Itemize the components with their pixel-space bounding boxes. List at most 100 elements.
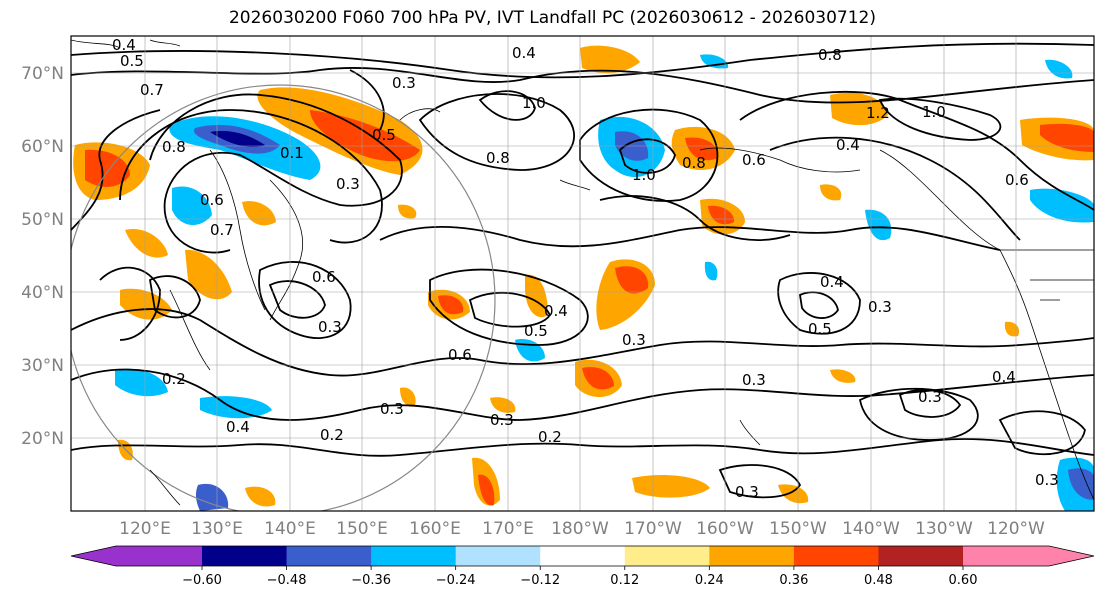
lat-label: 70°N: [21, 64, 64, 84]
contour-label: 0.8: [818, 46, 842, 64]
contour-label: 1.0: [522, 94, 546, 112]
anomaly-positive: [778, 484, 809, 504]
colorbar-segment: [963, 546, 1094, 566]
lon-label: 140°E: [264, 519, 316, 539]
contour-line: [119, 109, 383, 244]
contour-label: 0.4: [112, 36, 136, 54]
contour-line: [268, 280, 326, 319]
contour-line: [379, 225, 1001, 251]
contour-label: 0.8: [682, 154, 706, 172]
anomaly-positive: [685, 137, 719, 161]
contour-label: 0.2: [538, 428, 562, 446]
contour-label: 0.5: [808, 320, 832, 338]
contour-label: 0.3: [490, 411, 514, 429]
lon-label: 150°E: [336, 519, 388, 539]
colorbar-tick-label: 0.12: [610, 573, 639, 588]
anomaly-positive: [1004, 321, 1020, 337]
contour-label: 0.3: [1035, 471, 1059, 489]
colorbar-segment: [624, 546, 710, 566]
anomaly-positive: [438, 295, 464, 315]
colorbar-segment: [709, 546, 795, 566]
lon-label: 140°W: [842, 519, 900, 539]
anomaly-negative: [704, 261, 718, 281]
contour-label: 0.3: [918, 388, 942, 406]
anomaly-positive: [632, 475, 710, 498]
anomaly-positive: [398, 204, 417, 219]
map-border: [70, 35, 1095, 512]
colorbar-tick-label: −0.24: [436, 573, 476, 588]
anomaly-positive: [85, 149, 130, 187]
colorbar-segment: [540, 546, 626, 566]
anomaly-positive: [708, 205, 735, 225]
contour-line: [579, 108, 719, 202]
lon-label: 170°W: [624, 519, 682, 539]
anomaly-positive: [1040, 123, 1094, 152]
anomaly-positive: [185, 249, 232, 300]
colorbar-outline: [70, 545, 1095, 567]
anomaly-negative: [210, 130, 265, 147]
contour-label: 1.2: [866, 104, 890, 122]
contour-label: 0.6: [1005, 171, 1029, 189]
anomaly-positive: [400, 387, 416, 406]
contour-label: 0.5: [524, 322, 548, 340]
lon-label: 180°W: [551, 519, 609, 539]
anomaly-negative: [1030, 188, 1094, 223]
contour-label: 0.3: [380, 400, 404, 418]
contour-label: 0.8: [162, 138, 186, 156]
contour-label: 0.8: [486, 149, 510, 167]
lat-lon-grid: [71, 36, 1094, 511]
contour-label: 0.7: [140, 81, 164, 99]
lon-label: 150°W: [769, 519, 827, 539]
colorbar-tick-label: 0.24: [695, 573, 724, 588]
colorbar-tick-label: −0.12: [520, 573, 560, 588]
contour-label: 0.3: [622, 331, 646, 349]
contour-line: [878, 97, 1002, 141]
colorbar-tick-label: −0.60: [182, 573, 222, 588]
contour-label: 0.3: [336, 175, 360, 193]
anomaly-positive: [245, 486, 276, 507]
lat-label: 30°N: [21, 356, 64, 376]
contour-label: 0.6: [448, 346, 472, 364]
contour-label: 0.4: [226, 418, 250, 436]
anomaly-negative: [115, 368, 168, 397]
contour-label: 0.4: [992, 368, 1016, 386]
colorbar-segment: [202, 546, 288, 566]
colorbar-tick-label: −0.48: [267, 573, 307, 588]
colorbar-segment: [455, 546, 541, 566]
contour-label: 0.6: [742, 151, 766, 169]
contour-label: 0.3: [742, 371, 766, 389]
contour-line: [149, 275, 201, 319]
contour-line: [71, 109, 161, 231]
colorbar-segment: [286, 546, 372, 566]
contour-line: [478, 90, 536, 121]
contour-label: 0.5: [372, 126, 396, 144]
longitude-labels: 120°E 130°E 140°E 150°E 160°E 170°E 180°…: [119, 519, 1045, 539]
colorbar-segment: [793, 546, 879, 566]
anomaly-negative: [195, 483, 229, 511]
anomaly-positive: [582, 366, 614, 390]
contour-line: [149, 93, 403, 254]
anomaly-negative: [1068, 468, 1094, 500]
map-title: 2026030200 F060 700 hPa PV, IVT Landfall…: [228, 8, 876, 28]
lat-label: 20°N: [21, 429, 64, 449]
contour-label: 0.4: [836, 136, 860, 154]
anomaly-positive: [615, 266, 649, 294]
colorbar-tick-label: −0.36: [351, 573, 391, 588]
colorbar-tick-label: 0.36: [779, 573, 808, 588]
lon-label: 170°E: [482, 519, 534, 539]
contour-label: 0.3: [318, 318, 342, 336]
contour-label: 0.4: [820, 273, 844, 291]
anomaly-negative: [200, 396, 272, 419]
anomaly-positive: [242, 201, 276, 226]
contour-line: [71, 368, 1094, 421]
contour-line: [858, 387, 979, 441]
contour-label: 0.7: [210, 221, 234, 239]
contour-label: 0.3: [392, 74, 416, 92]
contour-line: [777, 272, 861, 335]
contour-line: [998, 410, 1086, 456]
contour-label: 0.5: [120, 52, 144, 70]
lon-label: 120°W: [987, 519, 1045, 539]
lat-label: 50°N: [21, 210, 64, 230]
anomaly-positive: [310, 110, 420, 162]
anomaly-positive: [830, 369, 856, 383]
